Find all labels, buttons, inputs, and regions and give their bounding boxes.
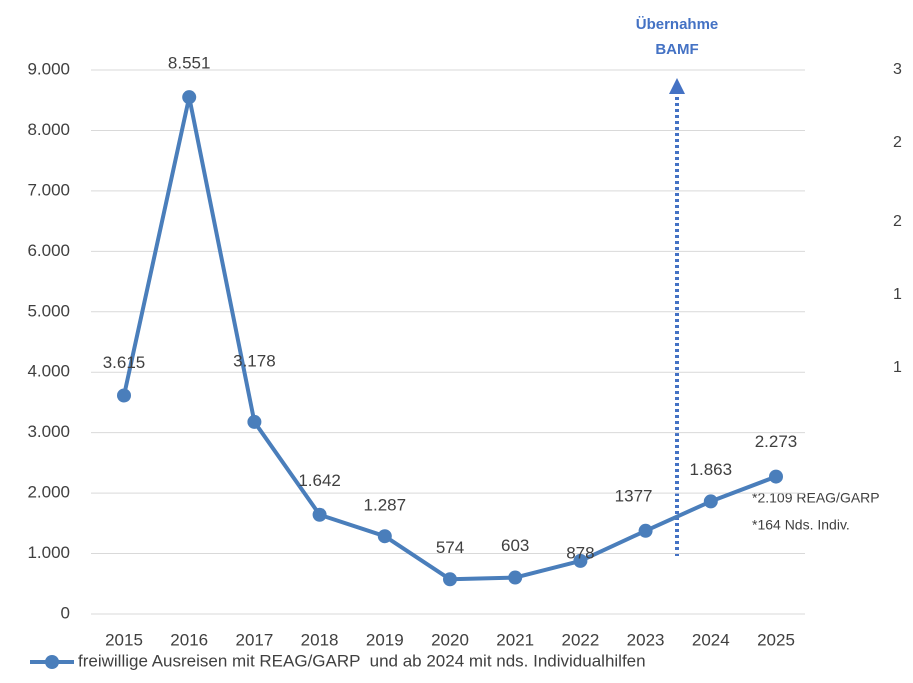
data-point: [247, 414, 262, 429]
y-tick-label: 5.000: [27, 301, 70, 320]
x-tick-label: 2021: [496, 630, 534, 649]
plot: 0 1.000 2.000 3.000 4.000 5.000 6.000 7.000 8.00…: [27, 54, 805, 670]
x-tick-label: 2024: [692, 630, 730, 649]
x-tick-label: 2023: [627, 630, 665, 649]
data-label: 3.178: [233, 351, 276, 370]
y-tick-label: 3.000: [27, 422, 70, 441]
data-label: 1.287: [364, 496, 407, 515]
data-label: 8.551: [168, 54, 211, 73]
axis-fragment: 1: [893, 286, 902, 303]
data-point: [769, 469, 783, 484]
axis-fragment: 2: [893, 213, 902, 230]
y-tick-label: 0: [61, 603, 70, 622]
y-tick-label: 8.000: [27, 120, 70, 139]
note: *164 Nds. Indiv.: [752, 517, 850, 533]
data-point: [182, 90, 197, 105]
x-tick-label: 2020: [431, 630, 469, 649]
arrow-label: Übernahme: [636, 16, 719, 33]
data-label: 2.273: [755, 432, 798, 451]
y-tick-label: 9.000: [27, 59, 70, 78]
data-label: 1377: [615, 486, 653, 505]
y-tick-label: 1.000: [27, 543, 70, 562]
y-tick-label: 7.000: [27, 180, 70, 199]
data-point: [703, 494, 718, 509]
note: *2.109 REAG/GARP: [752, 490, 880, 506]
data-label: 878: [566, 543, 594, 562]
x-tick-label: 2016: [170, 630, 208, 649]
data-label: 574: [436, 538, 464, 557]
x-tick-label: 2022: [561, 630, 599, 649]
data-point: [377, 529, 392, 544]
axis-fragment: 3: [893, 61, 902, 78]
data-point: [573, 553, 588, 568]
data-point: [638, 523, 653, 538]
x-tick-label: 2015: [105, 630, 143, 649]
arrow-head: [669, 78, 685, 94]
data-point: [508, 570, 523, 585]
x-tick-label: 2019: [366, 630, 404, 649]
legend-label: freiwillige Ausreisen mit REAG/GARP und …: [78, 651, 646, 670]
data-point: [443, 572, 457, 587]
x-tick-label: 2025: [757, 630, 795, 649]
axis-fragment: 2: [893, 134, 902, 151]
data-label: 1.642: [298, 471, 341, 490]
data-point: [312, 507, 327, 522]
y-tick-label: 2.000: [27, 483, 70, 502]
y-tick-label: 6.000: [27, 241, 70, 260]
data-label: 3.615: [103, 353, 146, 372]
legend-marker: [45, 655, 59, 669]
data-label: 603: [501, 536, 529, 555]
axis-fragment: 1: [893, 359, 902, 376]
data-label: 1.863: [690, 460, 733, 479]
data-point: [117, 388, 131, 403]
arrow-label: BAMF: [655, 41, 698, 58]
x-tick-label: 2017: [235, 630, 273, 649]
x-tick-label: 2018: [301, 630, 339, 649]
y-tick-label: 4.000: [27, 362, 70, 381]
